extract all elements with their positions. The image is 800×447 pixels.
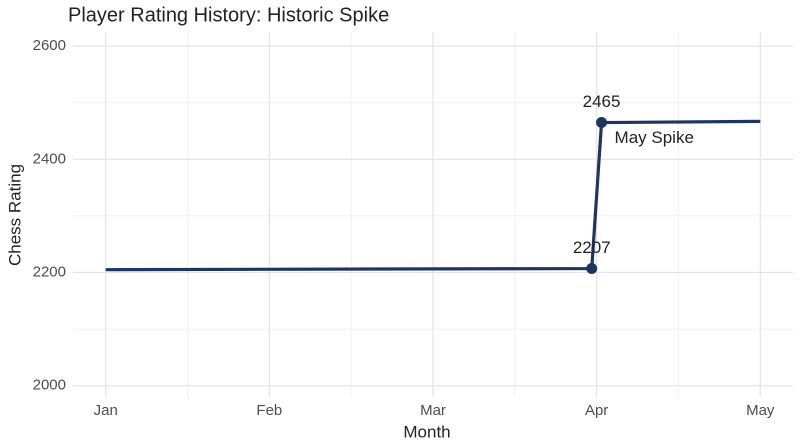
y-axis-label: Chess Rating — [5, 164, 24, 266]
x-tick-label: Jan — [94, 402, 118, 419]
x-tick-label: Mar — [420, 402, 446, 419]
chart-title: Player Rating History: Historic Spike — [68, 4, 389, 26]
x-tick-label: Feb — [256, 402, 282, 419]
data-label: 2465 — [583, 92, 621, 111]
annotation: May Spike — [615, 128, 694, 147]
data-label: 2207 — [573, 238, 611, 257]
x-tick-label: Apr — [585, 402, 608, 419]
y-tick-label: 2000 — [33, 377, 66, 394]
x-axis-label: Month — [403, 422, 450, 441]
line — [105, 119, 761, 272]
y-tick-label: 2200 — [33, 263, 66, 280]
y-tick-label: 2600 — [33, 37, 66, 54]
point — [586, 263, 598, 275]
point — [596, 117, 608, 129]
y-tick-label: 2400 — [33, 150, 66, 167]
x-tick-label: May — [746, 402, 775, 419]
